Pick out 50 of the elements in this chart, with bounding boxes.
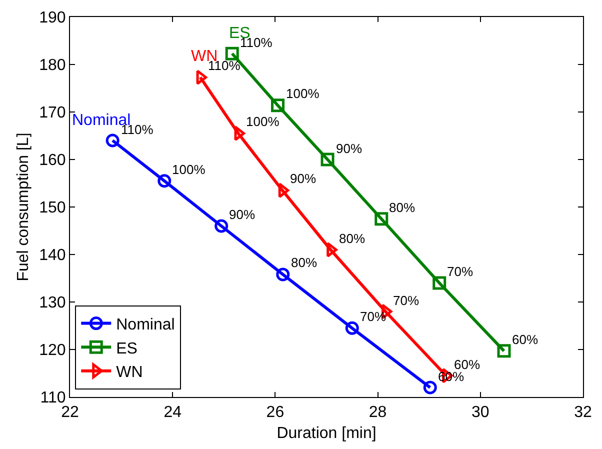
legend-label: WN [116, 364, 143, 382]
annotation: 100% [246, 114, 280, 129]
annotation: 90% [336, 141, 362, 156]
point [271, 98, 285, 112]
point [497, 344, 511, 358]
annotation: 70% [360, 309, 386, 324]
annotation: 60% [454, 357, 480, 372]
y-tick-label: 140 [39, 247, 66, 264]
annotation: 100% [172, 162, 206, 177]
point [106, 134, 120, 148]
y-tick-label: 190 [39, 10, 66, 27]
y-tick-label: 120 [39, 342, 66, 360]
annotation: 90% [290, 171, 316, 186]
y-tick-label: 130 [39, 294, 66, 312]
annotation: 80% [291, 255, 318, 270]
x-tick-label: 22 [61, 404, 79, 422]
y-tick-label: 180 [39, 57, 66, 74]
x-tick-label: 24 [164, 404, 182, 422]
point [225, 46, 239, 60]
annotation: 60% [512, 332, 538, 347]
point [278, 182, 290, 198]
x-tick-label: 30 [472, 404, 490, 422]
point [320, 152, 334, 166]
x-axis-title: Duration [min] [276, 424, 376, 442]
y-tick-label: 160 [39, 152, 66, 170]
point [326, 242, 338, 258]
y-tick-label: 110 [40, 390, 66, 407]
legend-label: Nominal [116, 316, 175, 334]
annotation: 90% [229, 207, 256, 222]
y-tick-label: 170 [39, 104, 66, 122]
point [374, 212, 388, 226]
y-tick-label: 150 [39, 200, 66, 217]
point [214, 219, 228, 233]
point [158, 174, 172, 188]
point [196, 70, 208, 85]
annotation: 80% [389, 200, 416, 215]
point [432, 276, 446, 290]
x-tick-label: 28 [368, 404, 387, 422]
point [345, 321, 359, 335]
legend-label: ES [116, 340, 138, 358]
point [423, 380, 437, 394]
annotation: 70% [393, 293, 420, 308]
x-tick-label: 32 [574, 404, 592, 422]
point [234, 126, 246, 141]
annotation: 70% [447, 264, 474, 279]
x-tick-label: 26 [266, 404, 284, 422]
annotation: 80% [339, 231, 366, 246]
point [276, 268, 290, 282]
annotation: 100% [286, 86, 320, 101]
y-axis-title: Fuel consumption [L] [14, 132, 32, 282]
